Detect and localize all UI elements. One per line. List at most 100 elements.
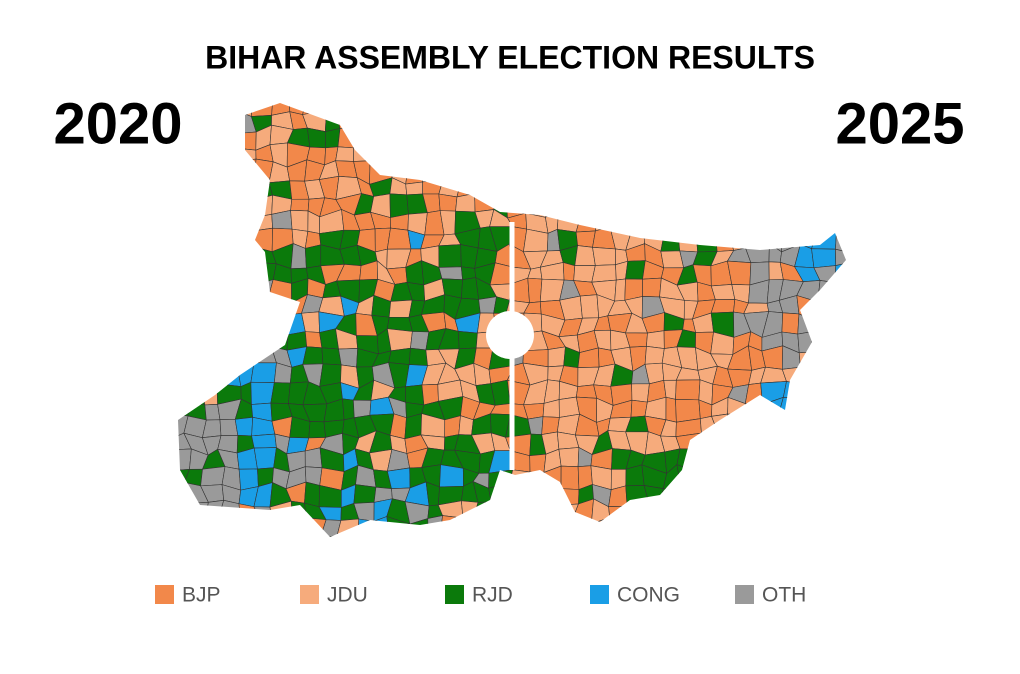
constituency	[304, 331, 323, 349]
constituency	[234, 216, 259, 232]
constituency	[726, 486, 749, 502]
constituency	[575, 384, 598, 399]
constituency	[524, 108, 547, 133]
constituency	[223, 178, 242, 200]
constituency	[471, 520, 494, 537]
constituency	[710, 143, 734, 163]
constituency	[187, 538, 205, 556]
constituency	[510, 533, 525, 537]
constituency	[727, 521, 752, 537]
constituency	[319, 328, 339, 350]
constituency	[848, 415, 869, 435]
constituency	[420, 107, 443, 130]
constituency	[217, 260, 242, 281]
constituency	[178, 318, 186, 335]
constituency	[558, 447, 580, 467]
constituency	[529, 453, 547, 473]
constituency	[178, 246, 192, 266]
title: BIHAR ASSEMBLY ELECTION RESULTS	[205, 39, 815, 75]
constituency	[592, 127, 617, 145]
constituency	[812, 502, 838, 522]
constituency	[609, 162, 630, 181]
constituency	[237, 532, 254, 537]
constituency	[797, 313, 814, 335]
constituency	[409, 533, 429, 537]
constituency	[643, 210, 665, 232]
constituency	[522, 162, 548, 185]
constituency	[608, 103, 629, 115]
constituency	[557, 107, 582, 129]
constituency	[693, 199, 717, 217]
constituency	[677, 228, 698, 253]
constituency	[710, 464, 735, 489]
constituency	[308, 421, 326, 439]
constituency	[507, 482, 530, 505]
constituency	[505, 109, 525, 132]
constituency	[206, 143, 222, 168]
constituency	[505, 103, 525, 112]
constituency	[815, 163, 837, 179]
constituency	[641, 141, 664, 164]
constituency	[204, 295, 220, 318]
constituency	[455, 533, 473, 537]
constituency	[744, 103, 768, 114]
constituency	[812, 484, 834, 505]
constituency	[727, 158, 749, 183]
right-year: 2025	[835, 91, 964, 156]
constituency	[472, 175, 496, 195]
constituency	[693, 162, 717, 182]
constituency	[178, 262, 185, 286]
constituency	[522, 103, 548, 111]
legend-label: CONG	[617, 584, 680, 607]
constituency	[832, 401, 846, 421]
constituency	[420, 159, 444, 183]
constituency	[217, 532, 241, 537]
constituency	[233, 158, 257, 183]
legend-swatch	[590, 585, 609, 604]
constituency	[780, 449, 804, 474]
constituency	[662, 521, 685, 537]
constituency	[624, 162, 643, 181]
constituency	[811, 248, 837, 269]
constituency	[762, 396, 784, 421]
constituency	[575, 160, 598, 181]
constituency	[815, 142, 830, 166]
constituency	[358, 536, 377, 537]
constituency	[342, 398, 355, 421]
constituency	[709, 452, 735, 473]
constituency	[507, 503, 530, 523]
constituency	[695, 540, 715, 559]
constituency	[580, 196, 599, 211]
constituency	[199, 260, 224, 285]
constituency	[661, 141, 683, 166]
constituency	[488, 127, 510, 151]
constituency	[252, 517, 277, 537]
constituency	[204, 519, 221, 537]
constituency	[683, 521, 697, 537]
constituency	[641, 180, 666, 198]
constituency	[558, 396, 580, 418]
constituency	[541, 501, 566, 522]
constituency	[200, 367, 222, 387]
constituency	[185, 144, 208, 168]
constituency	[250, 533, 277, 537]
constituency	[744, 533, 767, 537]
constituency	[456, 175, 475, 198]
constituency	[178, 330, 184, 350]
constituency	[574, 245, 596, 267]
constituency	[235, 246, 257, 263]
constituency	[626, 504, 650, 521]
constituency	[201, 110, 225, 134]
constituency	[811, 315, 836, 335]
constituency	[641, 160, 666, 183]
constituency	[760, 141, 785, 163]
constituency	[178, 192, 189, 219]
constituency	[777, 124, 803, 147]
constituency	[768, 243, 782, 263]
constituency	[302, 103, 327, 116]
constituency	[472, 161, 496, 184]
constituency	[491, 520, 513, 537]
constituency	[573, 515, 593, 537]
constituency	[744, 465, 769, 491]
